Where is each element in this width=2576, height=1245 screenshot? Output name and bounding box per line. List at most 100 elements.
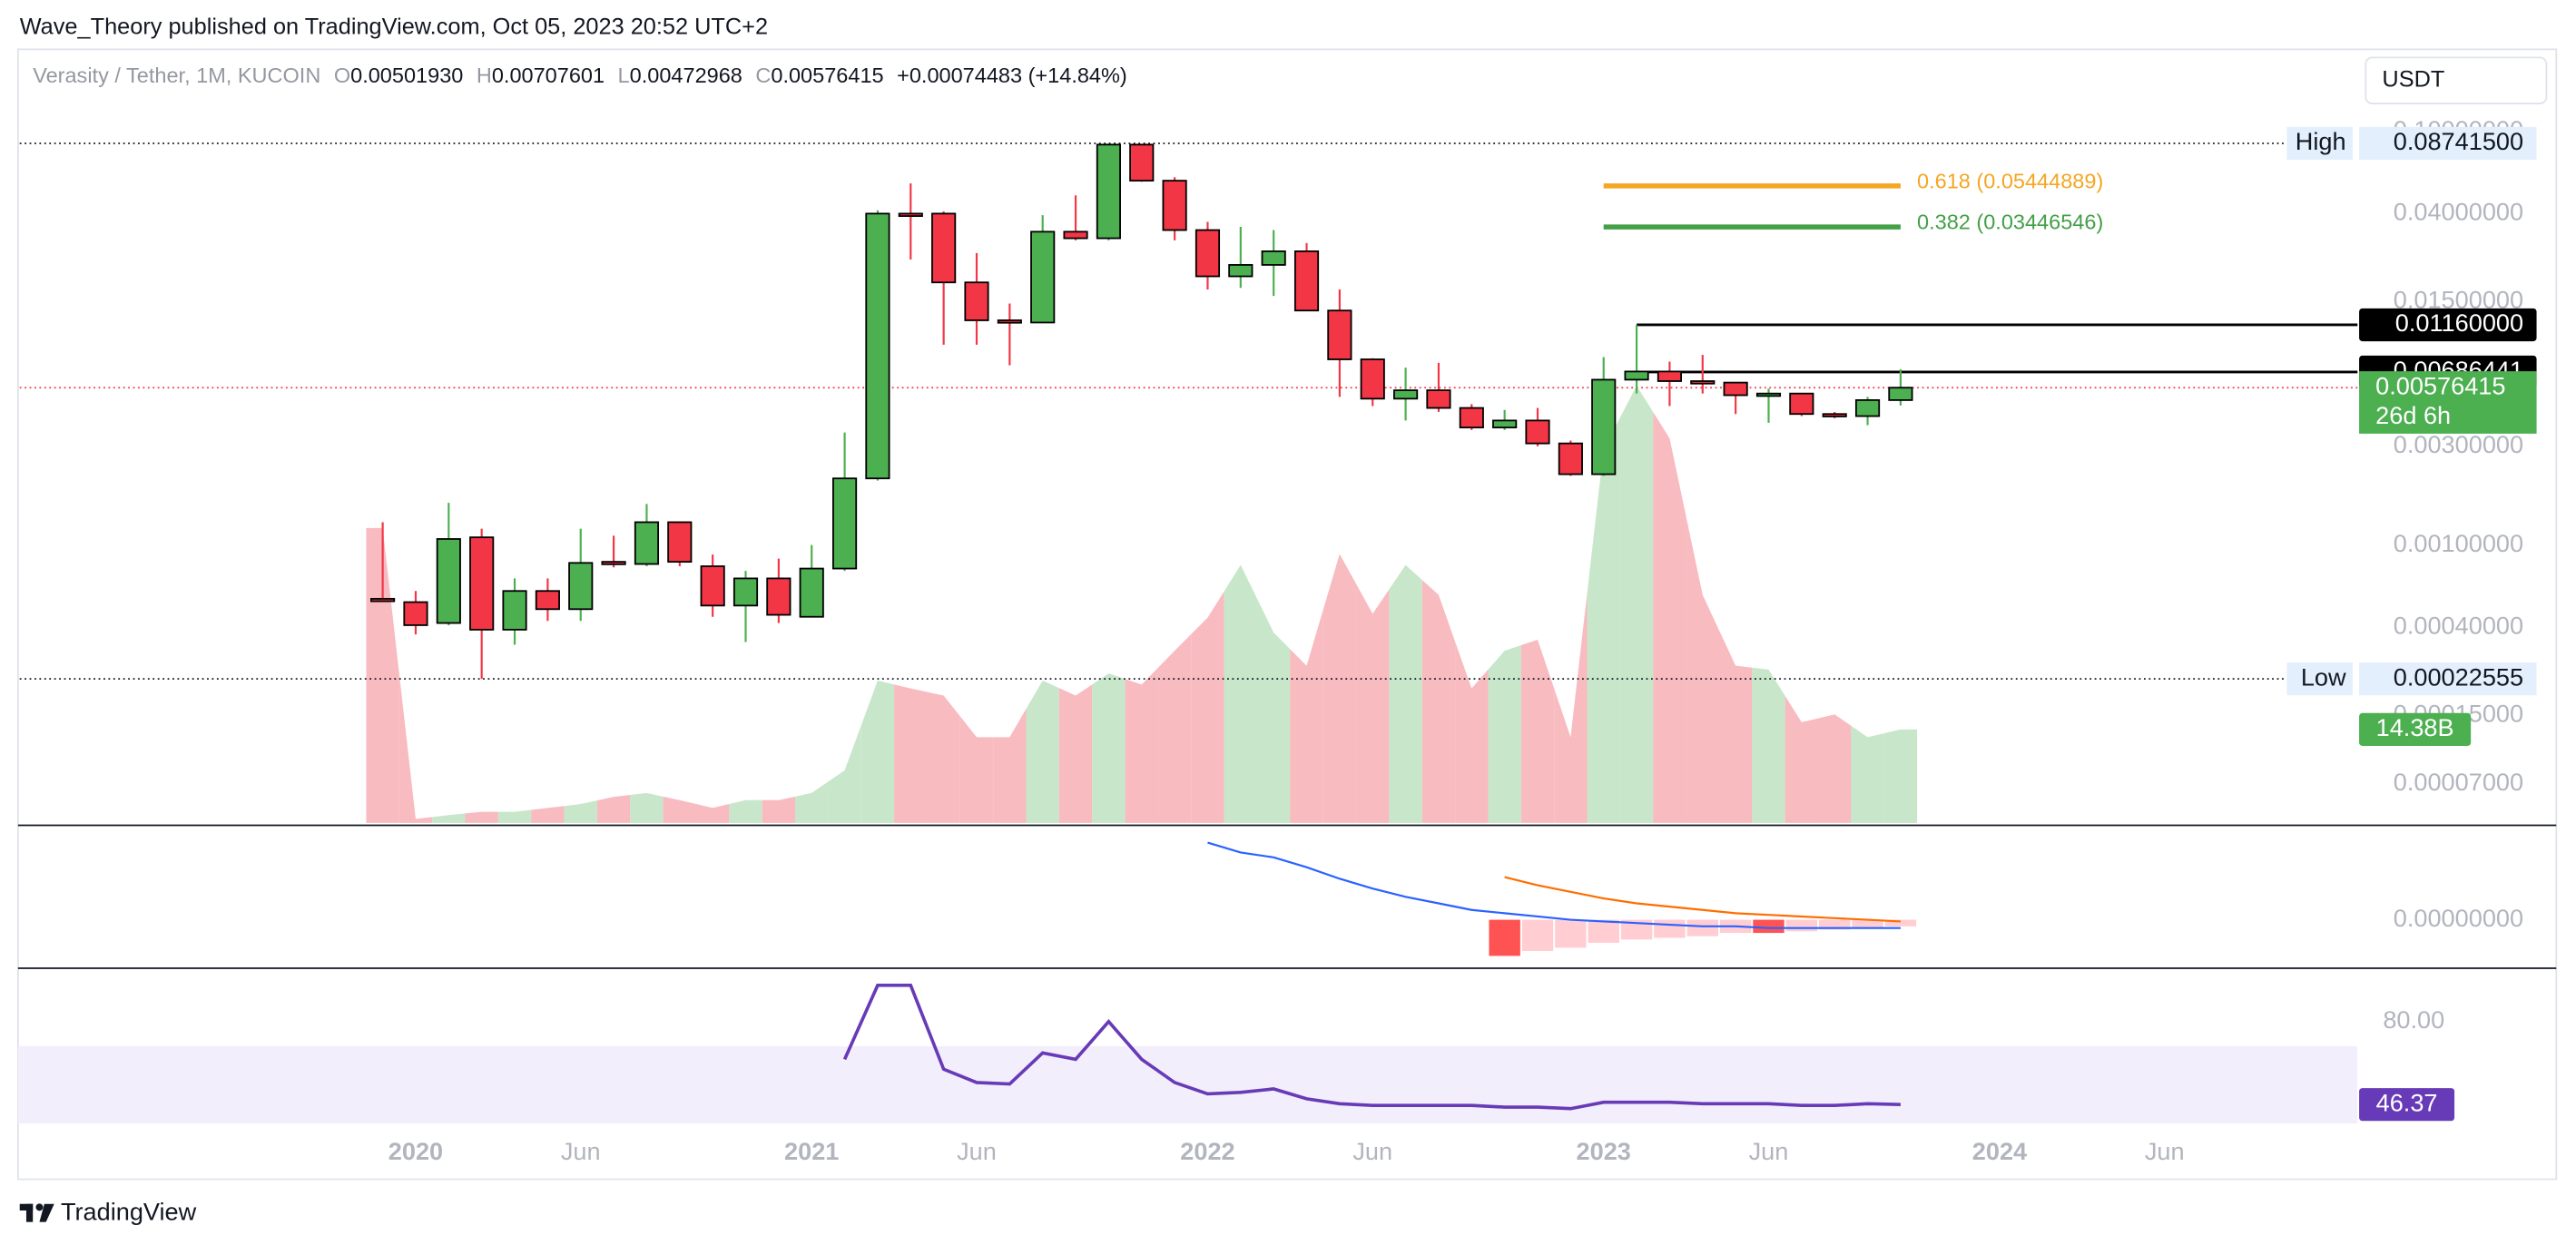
ohlc-value: 0.00472968 (630, 64, 742, 87)
volume-area (1488, 645, 1521, 823)
ohlc-key: H (477, 64, 492, 87)
y-tick-label: 0.00100000 (2394, 529, 2523, 557)
candle-body (1854, 399, 1881, 417)
candle-body (799, 567, 824, 618)
chart-frame (17, 48, 2558, 1181)
volume-area (1290, 610, 1323, 823)
volume-label: 14.38B (2376, 713, 2454, 741)
candle-body (898, 212, 923, 218)
candle-body (997, 319, 1022, 324)
candle-body (1657, 370, 1682, 382)
candle-body (1789, 392, 1814, 416)
x-tick-label: 2020 (388, 1137, 443, 1165)
volume-area (1125, 667, 1158, 823)
volume-area (1256, 598, 1291, 823)
candle-body (634, 521, 660, 565)
volume-area (1224, 564, 1257, 823)
high-label: High (2296, 127, 2346, 155)
y-tick-label: 0.04000000 (2394, 198, 2523, 226)
volume-area (828, 725, 861, 823)
candle-body (865, 212, 890, 480)
candle-body (403, 601, 428, 626)
volume-area (1322, 554, 1357, 823)
fib-label: 0.382 (0.03446546) (1917, 211, 2103, 234)
volume-area (1619, 386, 1654, 823)
candle-body (667, 521, 693, 564)
volume-area (959, 716, 994, 823)
macd-histogram-bar (1819, 919, 1851, 930)
rsi-band (17, 1045, 2358, 1124)
candle-body (700, 565, 725, 607)
y-tick-label: 0.00300000 (2394, 430, 2523, 458)
candle-body (732, 577, 759, 607)
candle-body (766, 577, 791, 616)
currency-button[interactable] (2365, 56, 2548, 104)
candle-body (1525, 419, 1550, 445)
volume-area (860, 681, 895, 823)
ohlc-key: O (334, 64, 350, 87)
candle-body (1459, 407, 1484, 429)
logo-part (19, 1203, 34, 1211)
rsi-label: 46.37 (2376, 1088, 2438, 1116)
volume-tag (2359, 712, 2472, 746)
volume-area (1191, 591, 1224, 823)
volume-area (1026, 681, 1059, 823)
change: +0.00074483 (+14.84%) (897, 64, 1127, 87)
currency[interactable]: USDT (2382, 66, 2444, 92)
volume-area (465, 811, 498, 823)
x-tick-label: Jun (2145, 1137, 2185, 1165)
volume-area (1686, 516, 1719, 823)
fib-label: 0.618 (0.05444889) (1917, 169, 2103, 192)
macd-line (1504, 876, 1901, 923)
volume-area (398, 673, 433, 823)
candle-body (1624, 370, 1649, 381)
volume-area (695, 804, 730, 823)
x-tick-label: Jun (561, 1137, 601, 1165)
low-label: Low (2301, 662, 2346, 691)
rsi-line (842, 984, 1901, 1111)
candle-body (535, 590, 560, 611)
candle-body (1492, 419, 1518, 429)
ohlc-key: L (618, 64, 630, 87)
ohlc-key: C (755, 64, 771, 87)
macd-histogram-bar (1852, 919, 1883, 928)
macd-tick-label: 0.00000000 (2394, 904, 2523, 932)
volume-area (1587, 417, 1620, 823)
volume-area (1058, 684, 1093, 823)
macd-histogram-bar (1785, 919, 1818, 932)
macd-histogram-bar (1620, 919, 1653, 940)
candle-body (1888, 387, 1913, 401)
macd-histogram-bar (1753, 919, 1785, 934)
candle-body (502, 590, 527, 631)
candle-body (964, 281, 989, 321)
volume-area (993, 709, 1027, 823)
volume-area (596, 795, 631, 823)
candle-body (1755, 392, 1782, 397)
x-tick-label: Jun (957, 1137, 997, 1165)
low-value-box (2359, 662, 2537, 696)
volume-area (1818, 714, 1852, 823)
volume-area (795, 781, 829, 823)
high-tag (2286, 126, 2353, 161)
candle-body (1030, 230, 1056, 324)
high-value-box (2359, 126, 2537, 161)
candle-body (1096, 143, 1121, 240)
volume-area (1752, 667, 1785, 823)
ohlc-value: 0.00576415 (771, 64, 883, 87)
volume-area (1092, 673, 1126, 823)
volume-area (1157, 633, 1192, 823)
candle-body (436, 538, 461, 624)
candle-body (1393, 389, 1419, 400)
high-value: 0.08741500 (2394, 127, 2523, 155)
volume-area (497, 809, 532, 823)
volume-area (1356, 583, 1390, 823)
candle-body (1426, 389, 1451, 409)
ohlc-value: 0.00707601 (492, 64, 605, 87)
x-tick-label: 2022 (1180, 1137, 1234, 1165)
x-tick-label: 2023 (1577, 1137, 1631, 1165)
macd-histogram-bar (1654, 919, 1686, 938)
candle-body (469, 536, 495, 631)
brand: TradingView (61, 1198, 197, 1226)
volume-area (762, 796, 796, 823)
candle-body (1228, 264, 1254, 278)
